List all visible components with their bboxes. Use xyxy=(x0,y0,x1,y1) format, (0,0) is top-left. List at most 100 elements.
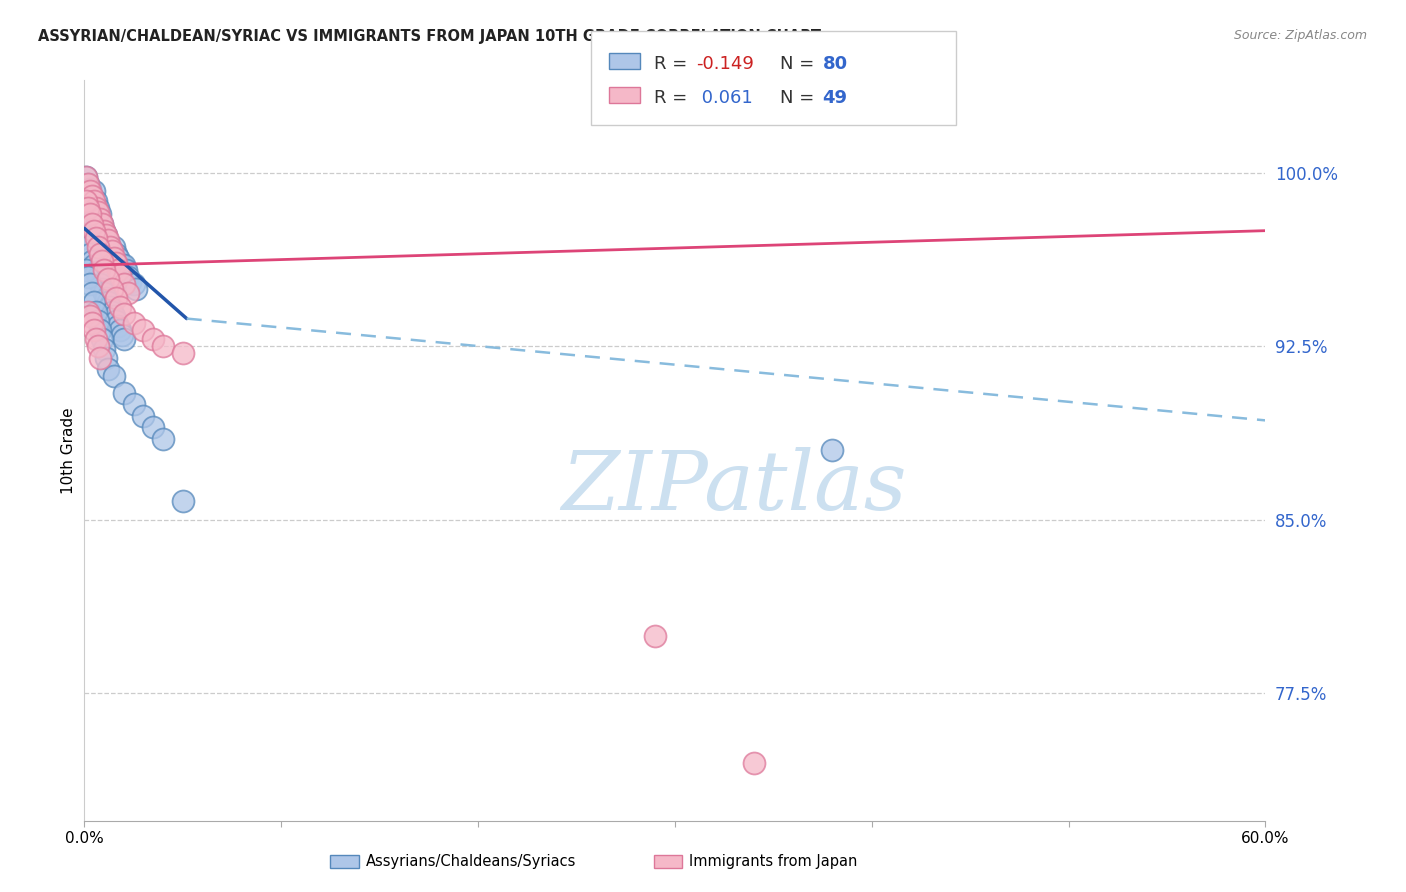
Point xyxy=(83,323,105,337)
Point xyxy=(114,263,136,277)
Point xyxy=(97,235,120,250)
Point xyxy=(91,217,114,231)
Point xyxy=(84,332,107,346)
Point xyxy=(142,332,165,346)
Point xyxy=(104,256,127,270)
Point xyxy=(93,263,115,277)
Point xyxy=(132,323,155,337)
Point xyxy=(87,240,110,254)
Text: N =: N = xyxy=(780,55,820,73)
Point xyxy=(108,268,131,282)
Text: Immigrants from Japan: Immigrants from Japan xyxy=(689,855,858,869)
Point xyxy=(77,240,100,254)
Point xyxy=(94,228,117,243)
Point xyxy=(107,318,129,333)
Text: ASSYRIAN/CHALDEAN/SYRIAC VS IMMIGRANTS FROM JAPAN 10TH GRADE CORRELATION CHART: ASSYRIAN/CHALDEAN/SYRIAC VS IMMIGRANTS F… xyxy=(38,29,821,45)
Point xyxy=(94,240,117,254)
Point xyxy=(84,194,107,208)
Point xyxy=(124,281,146,295)
Point xyxy=(98,240,121,254)
Point xyxy=(89,277,111,291)
Point xyxy=(75,194,97,208)
Point xyxy=(83,295,105,310)
Point xyxy=(75,170,97,185)
Point xyxy=(77,178,100,192)
Point xyxy=(77,269,100,284)
Point xyxy=(97,362,120,376)
Point xyxy=(77,178,100,192)
Point xyxy=(75,170,97,185)
Point xyxy=(82,253,104,268)
Point xyxy=(122,397,145,411)
Point xyxy=(97,295,120,310)
Point xyxy=(82,217,104,231)
Point xyxy=(83,194,105,208)
Point xyxy=(108,300,131,314)
Point xyxy=(103,369,125,384)
Point xyxy=(82,189,104,203)
Point xyxy=(172,494,194,508)
Point xyxy=(101,304,124,318)
Text: 49: 49 xyxy=(823,89,848,107)
Point xyxy=(83,224,105,238)
Text: Source: ZipAtlas.com: Source: ZipAtlas.com xyxy=(1233,29,1367,43)
Point xyxy=(97,233,120,247)
Point xyxy=(108,323,131,337)
Point xyxy=(111,259,134,273)
Point xyxy=(87,314,110,328)
Point xyxy=(93,342,115,356)
Point xyxy=(89,217,111,231)
Point xyxy=(79,185,101,199)
Point xyxy=(97,272,120,286)
Point xyxy=(94,291,117,305)
Point xyxy=(87,224,110,238)
Point xyxy=(104,314,127,328)
Point xyxy=(75,263,97,277)
Point xyxy=(104,247,127,261)
Point xyxy=(93,235,115,250)
Point xyxy=(89,247,111,261)
Point xyxy=(89,323,111,337)
Point xyxy=(84,265,107,279)
Point xyxy=(103,252,125,266)
Point xyxy=(82,286,104,301)
Text: ZIPatlas: ZIPatlas xyxy=(561,448,907,527)
Point xyxy=(112,277,135,291)
Point xyxy=(77,304,100,318)
Point xyxy=(152,432,174,446)
Point xyxy=(122,316,145,330)
Point xyxy=(107,252,129,266)
Point xyxy=(103,310,125,324)
Point xyxy=(84,230,107,244)
Point xyxy=(118,275,141,289)
Point xyxy=(142,420,165,434)
Text: 0.061: 0.061 xyxy=(696,89,752,107)
Point xyxy=(84,201,107,215)
Point xyxy=(101,281,124,295)
Point xyxy=(79,182,101,196)
Point xyxy=(83,201,105,215)
Text: N =: N = xyxy=(780,89,820,107)
Point xyxy=(79,194,101,208)
Point xyxy=(87,205,110,219)
Text: Assyrians/Chaldeans/Syriacs: Assyrians/Chaldeans/Syriacs xyxy=(366,855,576,869)
Point xyxy=(87,212,110,227)
Point xyxy=(107,263,129,277)
Text: -0.149: -0.149 xyxy=(696,55,754,73)
Point xyxy=(98,240,121,254)
Point xyxy=(94,351,117,365)
Text: R =: R = xyxy=(654,89,693,107)
Point xyxy=(98,252,121,266)
Point xyxy=(82,189,104,203)
Point xyxy=(112,307,135,321)
Point xyxy=(91,332,114,346)
Point xyxy=(91,226,114,240)
Point xyxy=(117,286,139,301)
Point xyxy=(93,224,115,238)
Point xyxy=(103,240,125,254)
Point xyxy=(172,346,194,360)
Point xyxy=(83,212,105,227)
Point xyxy=(111,327,134,342)
Point xyxy=(77,201,100,215)
Text: R =: R = xyxy=(654,55,693,73)
